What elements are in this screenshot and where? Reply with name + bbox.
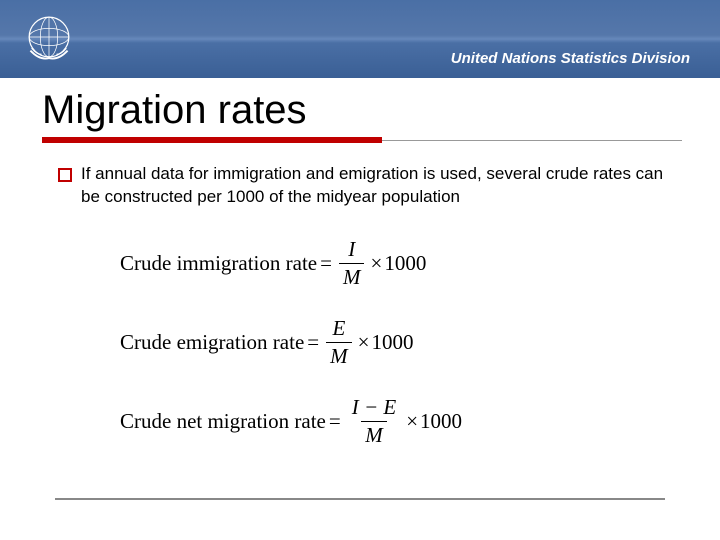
equals-sign: = [329, 409, 341, 434]
formula-label: Crude net migration rate [120, 409, 326, 434]
un-logo [18, 6, 80, 68]
bullet-square-icon [58, 168, 72, 182]
numerator: E [328, 316, 349, 342]
header-org-title: United Nations Statistics Division [451, 50, 690, 67]
title-underline-grey [382, 140, 682, 141]
numerator: I − E [348, 395, 401, 421]
bullet-text: If annual data for immigration and emigr… [81, 163, 670, 209]
fraction: I − E M [348, 395, 401, 448]
numerator: I [344, 237, 359, 263]
fraction: E M [326, 316, 352, 369]
title-underline-red [42, 137, 382, 143]
fraction: I M [339, 237, 365, 290]
equals-sign: = [320, 251, 332, 276]
denominator: M [339, 263, 365, 290]
formulas-block: Crude immigration rate = I M × 1000 Crud… [120, 237, 670, 448]
formula-label: Crude emigration rate [120, 330, 304, 355]
footer-divider [55, 498, 665, 500]
content-area: If annual data for immigration and emigr… [58, 163, 670, 448]
bullet-item: If annual data for immigration and emigr… [58, 163, 670, 209]
times-sign: × [370, 251, 382, 276]
denominator: M [361, 421, 387, 448]
times-sign: × [406, 409, 418, 434]
formula-immigration: Crude immigration rate = I M × 1000 [120, 237, 670, 290]
formula-label: Crude immigration rate [120, 251, 317, 276]
multiplier: 1000 [420, 409, 462, 434]
formula-net-migration: Crude net migration rate = I − E M × 100… [120, 395, 670, 448]
header-bar: United Nations Statistics Division [0, 0, 720, 78]
multiplier: 1000 [384, 251, 426, 276]
times-sign: × [358, 330, 370, 355]
equals-sign: = [307, 330, 319, 355]
multiplier: 1000 [371, 330, 413, 355]
denominator: M [326, 342, 352, 369]
slide-title: Migration rates [42, 88, 720, 133]
formula-emigration: Crude emigration rate = E M × 1000 [120, 316, 670, 369]
